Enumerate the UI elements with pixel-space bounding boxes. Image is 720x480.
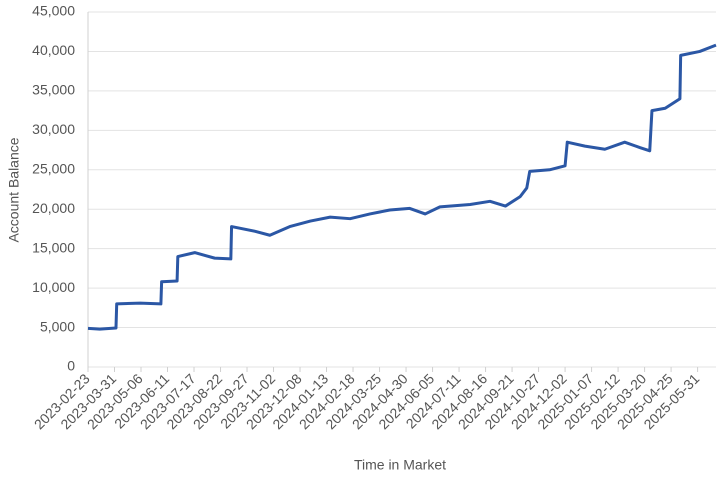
y-tick-label: 10,000 — [32, 279, 75, 295]
y-tick-label: 30,000 — [32, 121, 75, 137]
y-tick-label: 25,000 — [32, 160, 75, 176]
y-tick-label: 35,000 — [32, 82, 75, 98]
x-axis-title: Time in Market — [354, 457, 446, 473]
y-axis-title: Account Balance — [6, 137, 22, 242]
y-tick-label: 15,000 — [32, 239, 75, 255]
y-tick-label: 40,000 — [32, 42, 75, 58]
y-tick-label: 0 — [67, 358, 75, 374]
data-line — [87, 43, 717, 331]
y-tick-label: 20,000 — [32, 200, 75, 216]
y-tick-label: 45,000 — [32, 3, 75, 19]
y-tick-label: 5,000 — [40, 318, 75, 334]
